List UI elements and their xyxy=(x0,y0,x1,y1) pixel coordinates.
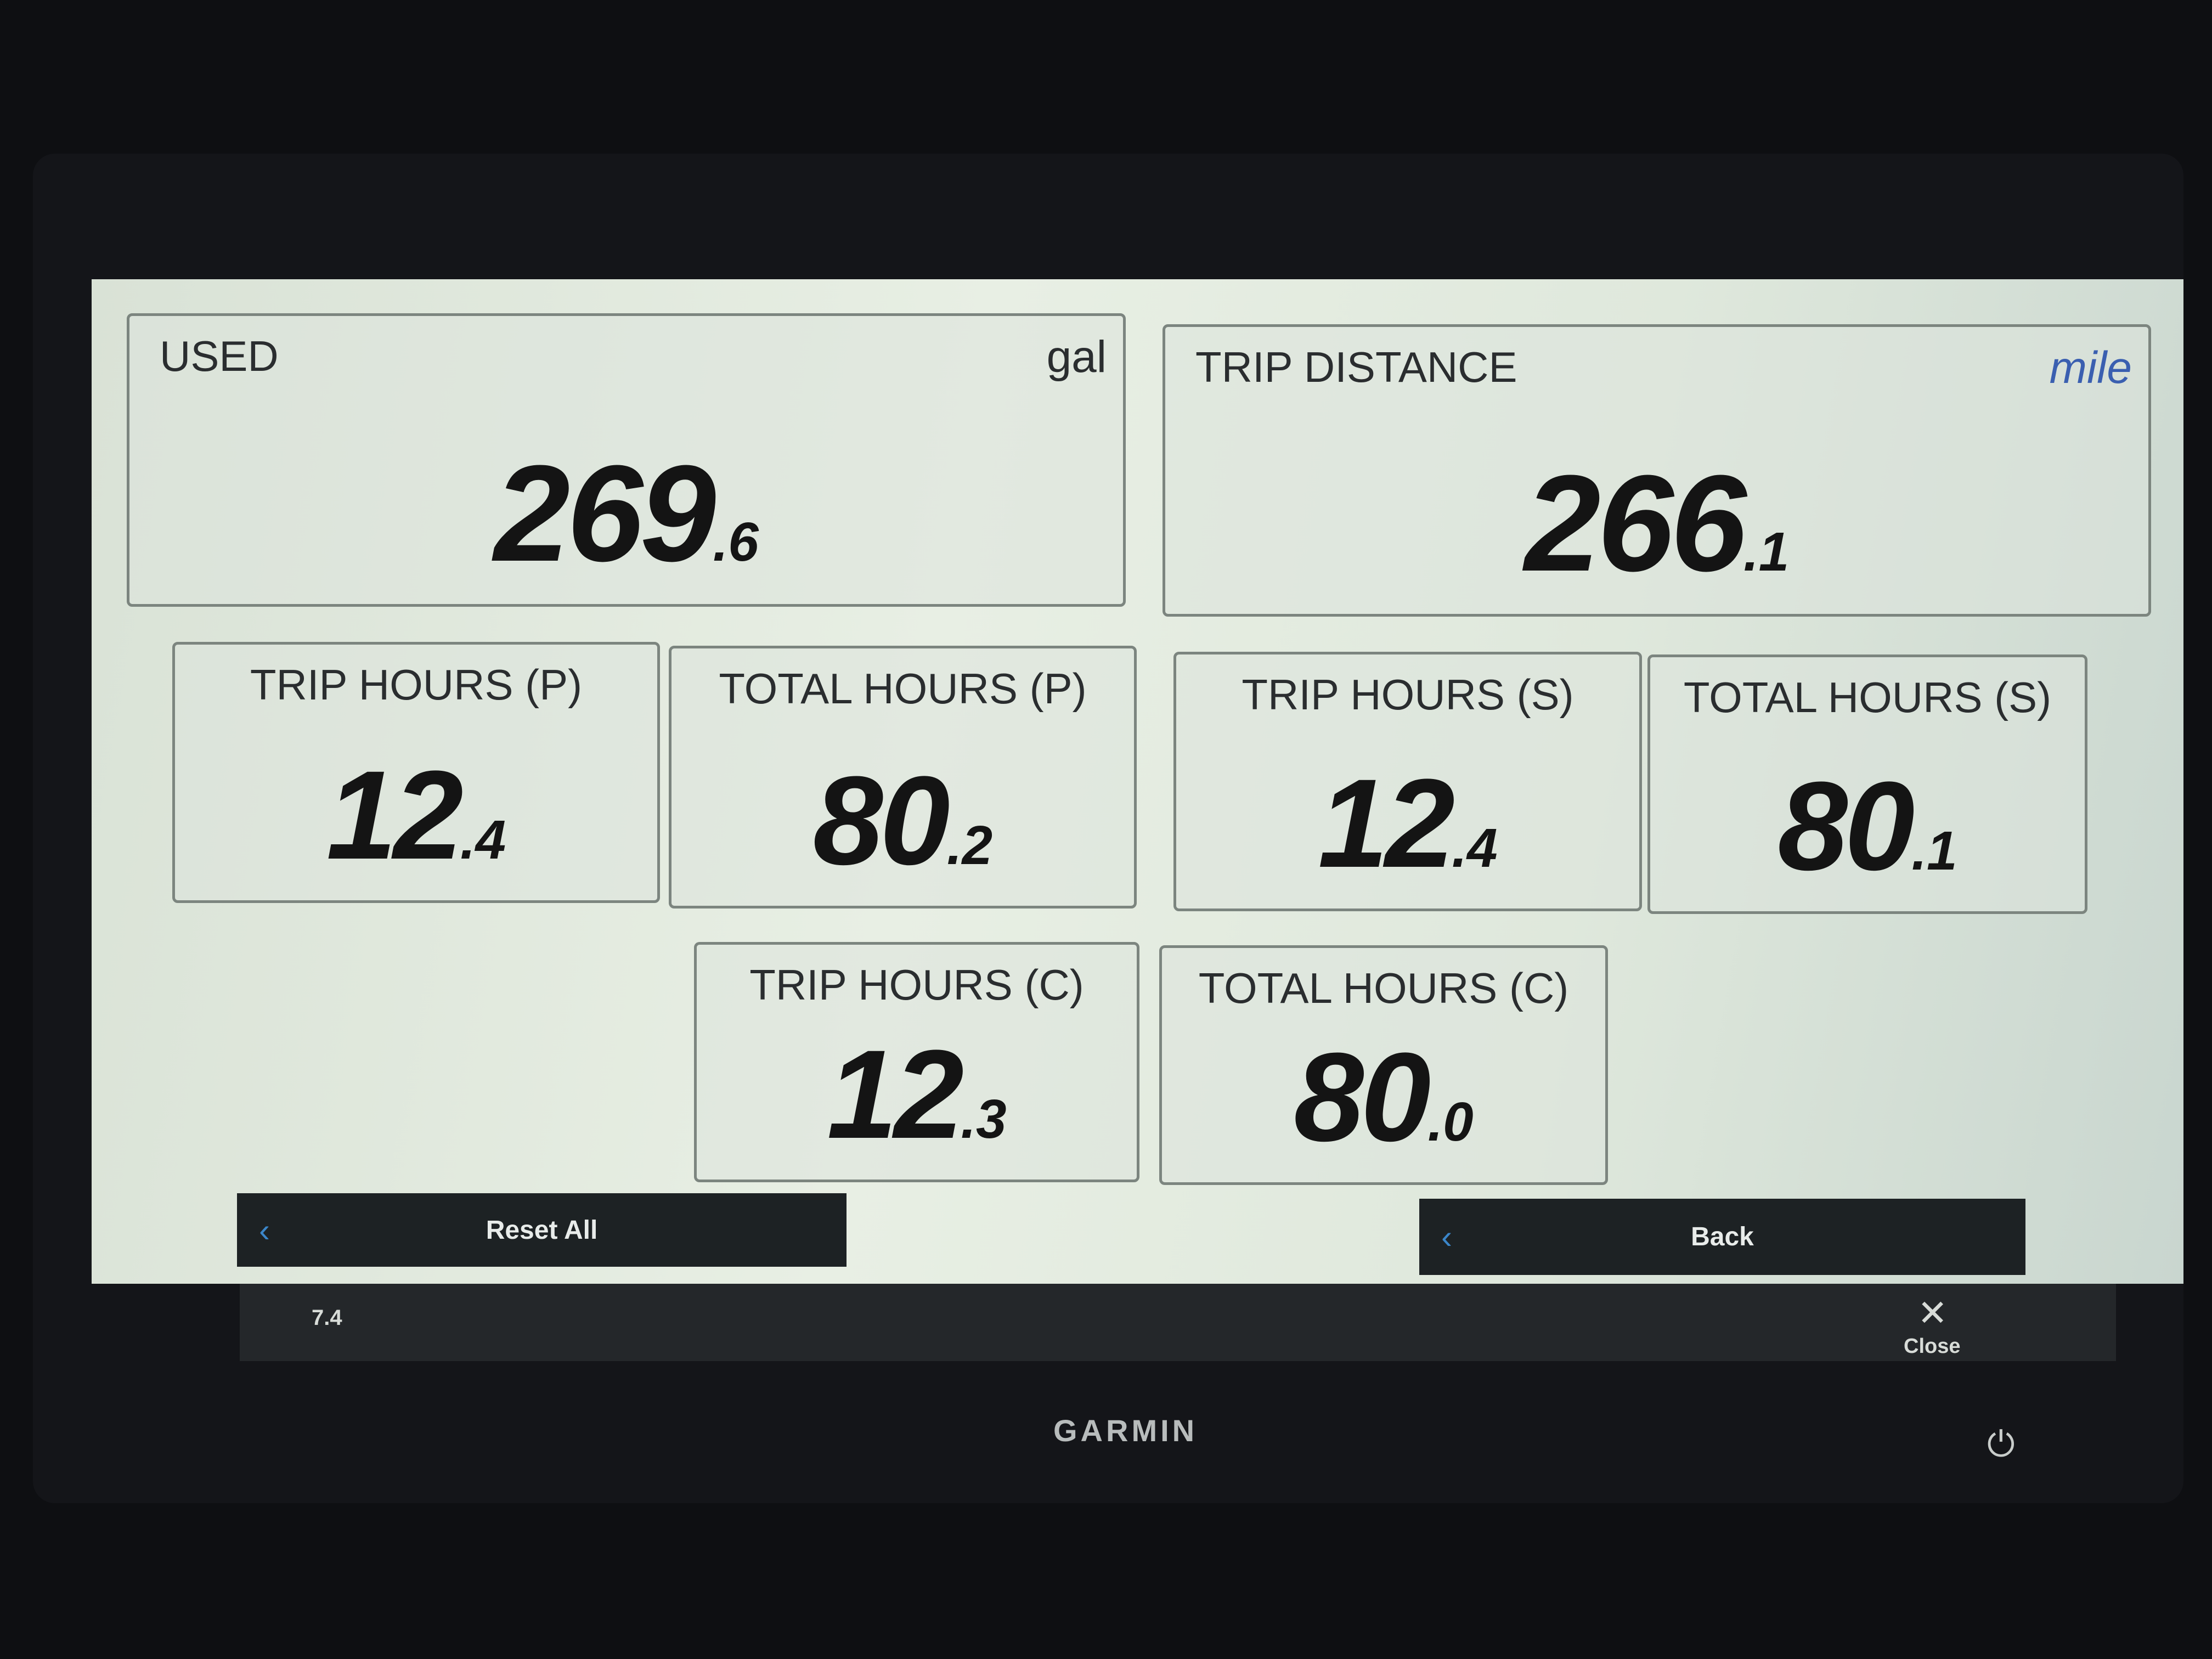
reset-all-label: Reset All xyxy=(486,1215,598,1245)
value-dec: .2 xyxy=(946,815,993,876)
value-int: 269 xyxy=(494,437,716,590)
close-label: Close xyxy=(1904,1335,1961,1358)
tile-value: 80.0 xyxy=(1162,1034,1605,1160)
value-dec: .4 xyxy=(1452,817,1498,879)
tile-trip-distance[interactable]: TRIP DISTANCE mile 266.1 xyxy=(1163,324,2151,617)
tile-value: 12.4 xyxy=(1176,760,1639,887)
value-dec: .4 xyxy=(460,809,506,871)
tile-trip-hours-s[interactable]: TRIP HOURS (S) 12.4 xyxy=(1173,652,1642,911)
tile-value: 269.6 xyxy=(129,445,1123,582)
value-int: 266 xyxy=(1524,447,1747,600)
value-dec: .1 xyxy=(1743,521,1790,583)
chevron-left-icon: ‹ xyxy=(1441,1218,1452,1255)
status-bar xyxy=(240,1284,2116,1361)
back-label: Back xyxy=(1691,1222,1754,1251)
tile-label: TOTAL HOURS (C) xyxy=(1198,964,1569,1012)
value-dec: .3 xyxy=(961,1088,1007,1150)
value-dec: .1 xyxy=(1911,820,1957,882)
close-button[interactable]: ✕ Close xyxy=(1887,1292,1975,1363)
power-icon[interactable]: ⏻ xyxy=(1987,1424,2015,1464)
value-dec: .6 xyxy=(713,511,759,573)
tile-trip-hours-c[interactable]: TRIP HOURS (C) 12.3 xyxy=(694,942,1139,1182)
tile-used[interactable]: USED gal 269.6 xyxy=(127,313,1126,607)
chevron-left-icon: ‹ xyxy=(259,1211,270,1249)
tile-total-hours-s[interactable]: TOTAL HOURS (S) 80.1 xyxy=(1647,654,2087,914)
value-dec: .0 xyxy=(1427,1091,1474,1153)
tile-trip-hours-p[interactable]: TRIP HOURS (P) 12.4 xyxy=(172,642,660,903)
tile-label: TRIP HOURS (P) xyxy=(250,661,583,709)
value-int: 12 xyxy=(827,1024,964,1165)
tile-label: TRIP HOURS (S) xyxy=(1242,670,1574,719)
value-int: 12 xyxy=(326,744,464,885)
value-int: 12 xyxy=(1318,753,1455,894)
tile-label: TOTAL HOURS (P) xyxy=(719,664,1087,713)
tile-total-hours-p[interactable]: TOTAL HOURS (P) 80.2 xyxy=(669,646,1137,909)
value-int: 80 xyxy=(812,750,950,891)
tile-value: 266.1 xyxy=(1165,455,2148,592)
reset-all-button[interactable]: ‹ Reset All xyxy=(237,1193,847,1267)
garmin-logo: GARMIN xyxy=(1053,1413,1198,1448)
value-int: 80 xyxy=(1778,755,1915,896)
tile-value: 80.1 xyxy=(1650,763,2085,889)
tile-value: 12.3 xyxy=(697,1031,1137,1158)
value-int: 80 xyxy=(1294,1026,1431,1167)
tile-value: 12.4 xyxy=(175,752,657,878)
tile-label: TRIP DISTANCE xyxy=(1195,343,1517,391)
status-left-text: 7.4 xyxy=(312,1306,342,1330)
tile-total-hours-c[interactable]: TOTAL HOURS (C) 80.0 xyxy=(1159,945,1608,1185)
tile-label: TRIP HOURS (C) xyxy=(749,961,1084,1009)
tile-label: TOTAL HOURS (S) xyxy=(1683,673,2052,721)
back-button[interactable]: ‹ Back xyxy=(1419,1199,2025,1275)
tile-label: USED xyxy=(160,332,279,380)
tile-unit: gal xyxy=(1046,332,1107,382)
tile-value: 80.2 xyxy=(672,758,1134,884)
close-icon: ✕ xyxy=(1917,1293,1948,1333)
tile-unit: mile xyxy=(2049,343,2132,393)
